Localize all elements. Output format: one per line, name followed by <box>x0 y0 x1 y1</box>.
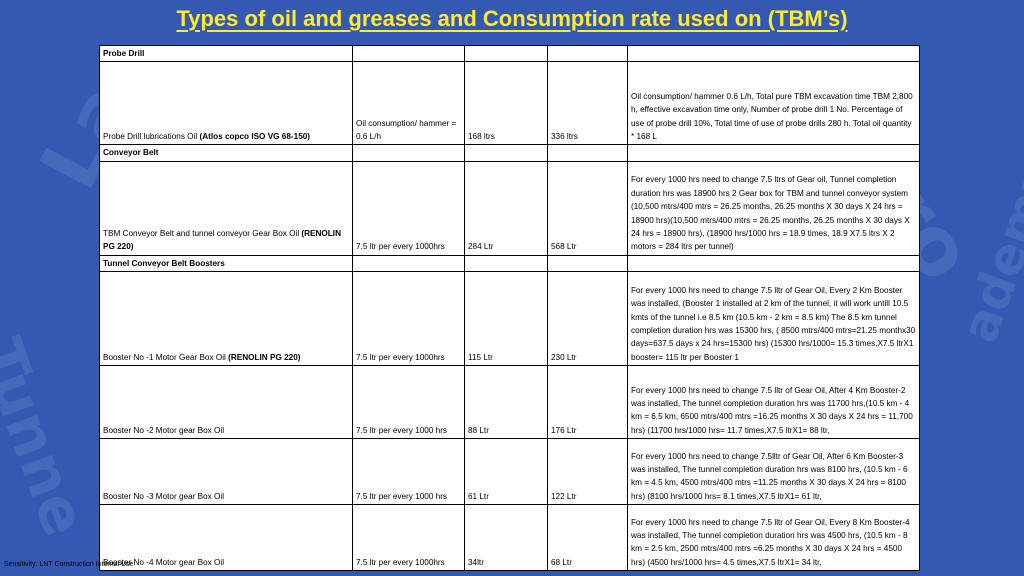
section-header: Tunnel Conveyor Belt Boosters <box>99 254 353 273</box>
item-name-cell: Booster No -3 Motor gear Box Oil <box>99 438 353 506</box>
oil-consumption-table: Probe Drill Probe Drill lubrications Oil… <box>99 44 920 572</box>
total-cell: 68 Ltr <box>547 504 628 572</box>
remarks-cell: Oil consumption/ hammer 0.6 L/h, Total p… <box>627 61 920 146</box>
rate-cell: 7.5 ltr per every 1000 hrs <box>352 365 465 440</box>
quantity-cell: 168 ltrs <box>464 61 548 146</box>
section-header: Conveyor Belt <box>99 144 353 162</box>
remarks-cell: For every 1000 hrs need to change 7.5 ll… <box>627 504 920 572</box>
rate-cell: Oil consumption/ hammer = 0.6 L/h <box>352 61 465 146</box>
item-name-cell: TBM Conveyor Belt and tunnel conveyor Ge… <box>99 160 353 256</box>
table-row: Booster No -1 Motor Gear Box Oil (RENOLI… <box>99 271 920 367</box>
total-cell: 568 Ltr <box>547 160 628 256</box>
item-name-cell: Probe Drill lubrications Oil (Atlos copc… <box>99 61 353 146</box>
table-row: Probe Drill lubrications Oil (Atlos copc… <box>99 61 920 146</box>
table-row: Booster No -4 Motor gear Box Oil 7.5 ltr… <box>99 504 920 572</box>
rate-cell: 7.5 ltr per every 1000hrs <box>352 271 465 367</box>
quantity-cell: 88 Ltr <box>464 365 548 440</box>
watermark-left-lower: Tunne <box>0 330 100 545</box>
item-name-cell: Booster No -4 Motor gear Box Oil <box>99 504 353 572</box>
quantity-cell: 34ltr <box>464 504 548 572</box>
item-name-cell: Booster No -1 Motor Gear Box Oil (RENOLI… <box>99 271 353 367</box>
remarks-cell: For every 1000 hrs need to change 7.5 lt… <box>627 160 920 256</box>
rate-cell: 7.5 ltr per every 1000hrs <box>352 504 465 572</box>
section-header: Probe Drill <box>99 44 353 63</box>
table-row: Booster No -3 Motor gear Box Oil 7.5 ltr… <box>99 438 920 506</box>
total-cell: 122 Ltr <box>547 438 628 506</box>
table-row: Booster No -2 Motor gear Box Oil 7.5 ltr… <box>99 365 920 440</box>
total-cell: 176 Ltr <box>547 365 628 440</box>
quantity-cell: 284 Ltr <box>464 160 548 256</box>
rate-cell: 7.5 ltr per every 1000 hrs <box>352 438 465 506</box>
remarks-cell: For every 1000 hrs need to change 7.5 ll… <box>627 365 920 440</box>
quantity-cell: 61 Ltr <box>464 438 548 506</box>
section-row-probe-drill: Probe Drill <box>99 44 920 63</box>
slide-title: Types of oil and greases and Consumption… <box>176 6 848 31</box>
remarks-cell: For every 1000 hrs need to change 7.5 ll… <box>627 271 920 367</box>
total-cell: 230 Ltr <box>547 271 628 367</box>
watermark-right-lower: ademy <box>950 153 1024 350</box>
spreadsheet-table: Probe Drill Probe Drill lubrications Oil… <box>99 44 920 572</box>
table-row: TBM Conveyor Belt and tunnel conveyor Ge… <box>99 160 920 256</box>
remarks-cell: For every 1000 hrs need to change 7.5llt… <box>627 438 920 506</box>
rate-cell: 7.5 ltr per every 1000hrs <box>352 160 465 256</box>
quantity-cell: 115 Ltr <box>464 271 548 367</box>
section-row-boosters: Tunnel Conveyor Belt Boosters <box>99 254 920 273</box>
section-row-conveyor-belt: Conveyor Belt <box>99 144 920 162</box>
sensitivity-footer: Sensitivity: LNT Construction Internal U… <box>4 561 134 568</box>
item-name-cell: Booster No -2 Motor gear Box Oil <box>99 365 353 440</box>
total-cell: 336 ltrs <box>547 61 628 146</box>
